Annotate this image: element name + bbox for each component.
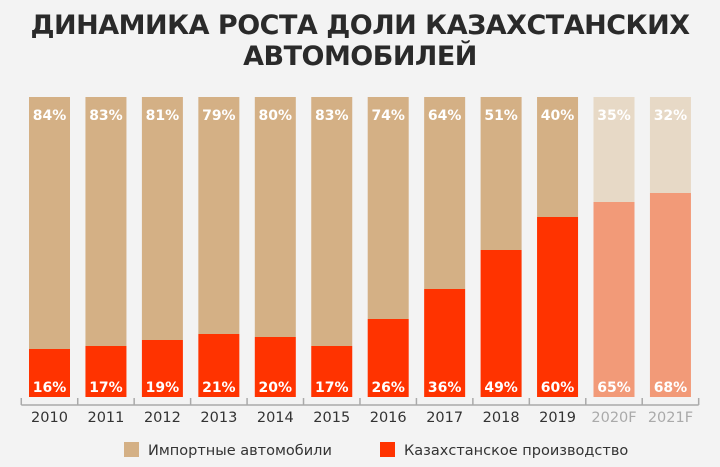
- x-tick-label: 2010: [31, 410, 68, 426]
- bar-import: [424, 97, 466, 289]
- data-label-import: 84%: [33, 108, 67, 124]
- data-label-import: 32%: [654, 108, 688, 124]
- data-label-domestic: 60%: [541, 380, 575, 396]
- chart-title: ДИНАМИКА РОСТА ДОЛИ КАЗАХСТАНСКИХ АВТОМО…: [0, 10, 720, 72]
- x-tick-label: 2012: [144, 410, 181, 426]
- bar-domestic: [424, 289, 466, 397]
- bar-domestic: [593, 202, 635, 397]
- data-label-domestic: 26%: [371, 380, 405, 396]
- legend-label: Казахстанское производство: [404, 443, 628, 459]
- bar-import: [85, 97, 127, 346]
- bar-import: [367, 97, 409, 319]
- data-label-domestic: 36%: [428, 380, 462, 396]
- bar-domestic: [649, 193, 691, 397]
- legend-swatch: [380, 442, 395, 457]
- x-tick-label: 2013: [200, 410, 237, 426]
- x-tick-label: 2016: [370, 410, 407, 426]
- x-tick-label: 2018: [483, 410, 520, 426]
- data-label-import: 40%: [541, 108, 575, 124]
- bar-domestic: [29, 349, 70, 397]
- data-label-import: 80%: [259, 108, 293, 124]
- data-label-domestic: 49%: [484, 380, 518, 396]
- x-tick-label: 2014: [257, 410, 294, 426]
- bar-import: [198, 97, 240, 334]
- bar-domestic: [537, 217, 579, 397]
- data-label-domestic: 17%: [315, 380, 349, 396]
- bar-import: [649, 97, 691, 193]
- data-label-domestic: 19%: [146, 380, 180, 396]
- bar-import: [537, 97, 579, 217]
- bar-import: [311, 97, 353, 346]
- bar-domestic: [311, 346, 353, 397]
- data-label-domestic: 65%: [597, 380, 631, 396]
- data-label-import: 79%: [202, 108, 236, 124]
- bar-import: [141, 97, 183, 340]
- bar-import: [29, 97, 70, 349]
- bar-domestic: [141, 340, 183, 397]
- bar-import: [480, 97, 522, 250]
- data-label-import: 74%: [371, 108, 405, 124]
- bar-domestic: [254, 337, 296, 397]
- bar-domestic: [198, 334, 240, 397]
- chart-title-line-2: АВТОМОБИЛЕЙ: [243, 41, 477, 72]
- bar-domestic: [85, 346, 127, 397]
- bar-import: [254, 97, 296, 337]
- data-label-domestic: 20%: [259, 380, 293, 396]
- legend-label: Импортные автомобили: [148, 443, 332, 459]
- data-label-domestic: 16%: [33, 380, 67, 396]
- data-label-import: 83%: [89, 108, 123, 124]
- data-label-domestic: 21%: [202, 380, 236, 396]
- data-label-domestic: 17%: [89, 380, 123, 396]
- data-label-domestic: 68%: [654, 380, 688, 396]
- data-label-import: 83%: [315, 108, 349, 124]
- x-tick-label: 2015: [313, 410, 350, 426]
- bar-domestic: [480, 250, 522, 397]
- x-tick-label: 2017: [426, 410, 463, 426]
- data-label-import: 35%: [597, 108, 631, 124]
- data-label-import: 81%: [146, 108, 180, 124]
- x-tick-label: 2021F: [648, 410, 693, 426]
- data-label-import: 51%: [484, 108, 518, 124]
- x-tick-label: 2019: [539, 410, 576, 426]
- data-label-import: 64%: [428, 108, 462, 124]
- x-tick-label: 2011: [87, 410, 124, 426]
- x-tick-label: 2020F: [591, 410, 636, 426]
- bar-import: [593, 97, 635, 202]
- bar-domestic: [367, 319, 409, 397]
- chart-title-line-1: ДИНАМИКА РОСТА ДОЛИ КАЗАХСТАНСКИХ: [30, 10, 690, 41]
- legend-swatch: [124, 442, 139, 457]
